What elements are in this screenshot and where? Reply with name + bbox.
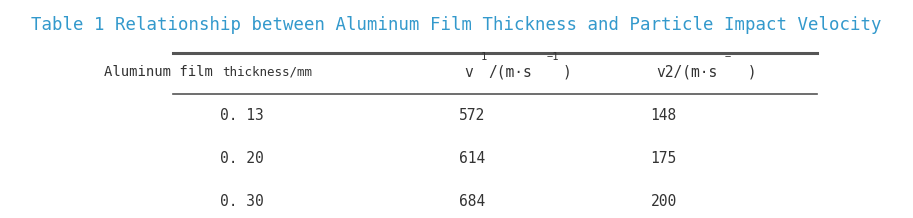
Text: 0. 20: 0. 20 [220, 151, 264, 166]
Text: Aluminum film: Aluminum film [103, 65, 221, 79]
Text: 175: 175 [651, 151, 677, 166]
Text: 572: 572 [458, 108, 485, 123]
Text: Table 1 Relationship between Aluminum Film Thickness and Particle Impact Velocit: Table 1 Relationship between Aluminum Fi… [31, 16, 882, 34]
Text: 0. 13: 0. 13 [220, 108, 264, 123]
Text: /(m·s: /(m·s [488, 65, 532, 80]
Text: 614: 614 [458, 151, 485, 166]
Text: −: − [725, 52, 731, 62]
Text: 200: 200 [651, 194, 677, 209]
Text: 0. 30: 0. 30 [220, 194, 264, 209]
Text: ): ) [739, 65, 756, 80]
Text: ): ) [562, 65, 572, 80]
Text: 1: 1 [481, 52, 488, 62]
Text: v: v [464, 65, 473, 80]
Text: v2/(m·s: v2/(m·s [656, 65, 718, 80]
Text: 684: 684 [458, 194, 485, 209]
Text: thickness/mm: thickness/mm [223, 66, 312, 79]
Text: −1: −1 [547, 52, 560, 62]
Text: 148: 148 [651, 108, 677, 123]
